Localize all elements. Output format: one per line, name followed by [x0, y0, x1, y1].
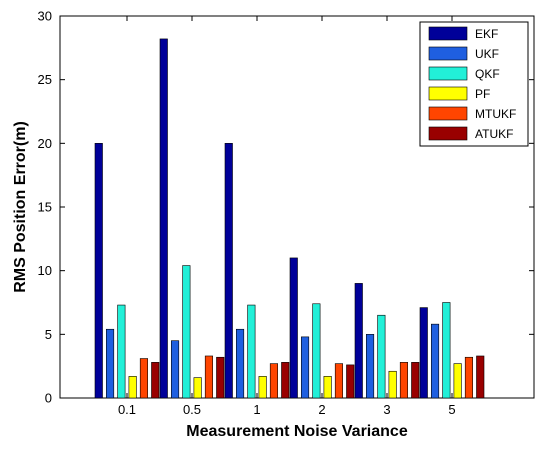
bar-mtukf-3: [399, 362, 409, 399]
bar-qkf-0.5: [182, 265, 191, 399]
y-tick-label: 15: [38, 200, 52, 215]
bar-pf-3: [388, 370, 397, 399]
bar-ukf-5: [430, 323, 440, 399]
bar-ukf-0.5: [171, 340, 180, 399]
legend-swatch-mtukf: [428, 106, 468, 121]
bar-ekf-5: [419, 307, 428, 399]
legend-label-ukf: UKF: [475, 47, 499, 61]
legend: EKF UKF QKF PF MTUKF ATUKF: [419, 21, 529, 147]
y-axis-label: RMS Position Error(m): [12, 121, 29, 293]
legend-swatch-ukf: [428, 46, 468, 61]
bar-qkf-5: [442, 302, 451, 399]
legend-label-mtukf: MTUKF: [475, 107, 516, 121]
bar-pf-5: [453, 363, 462, 399]
x-tick-label: 0.1: [118, 402, 136, 417]
legend-swatch-pf: [428, 86, 468, 101]
bar-mtukf-0.5: [204, 355, 213, 399]
bar-atukf-2: [346, 364, 355, 399]
bar-atukf-0.1: [151, 362, 160, 399]
x-tick-label: 0.5: [183, 402, 201, 417]
x-axis-label: Measurement Noise Variance: [186, 423, 408, 440]
bar-pf-0.5: [193, 377, 202, 399]
bar-mtukf-2: [334, 363, 344, 399]
bar-ekf-0.5: [159, 38, 168, 399]
legend-swatch-qkf: [428, 66, 468, 81]
y-tick-label: 25: [38, 72, 52, 87]
legend-label-ekf: EKF: [475, 27, 498, 41]
bar-ekf-1: [224, 143, 233, 399]
y-tick-label: 0: [45, 391, 52, 406]
bar-mtukf-0.1: [139, 358, 148, 399]
legend-label-qkf: QKF: [475, 67, 500, 81]
x-tick-label: 2: [318, 402, 325, 417]
bar-pf-1: [258, 376, 267, 399]
bar-ukf-1: [236, 328, 245, 399]
bar-ekf-3: [354, 283, 363, 399]
bar-ukf-3: [365, 334, 375, 399]
x-axis-ticks: 0.1 0.5 1 2 3 5: [118, 16, 456, 417]
bar-ekf-2: [289, 257, 298, 399]
bar-ukf-0.1: [106, 328, 115, 399]
legend-box: [419, 21, 529, 147]
bar-qkf-3: [377, 314, 386, 399]
bar-qkf-0.1: [117, 304, 126, 399]
y-tick-label: 20: [38, 136, 52, 151]
bars-group: [94, 38, 485, 399]
bar-mtukf-5: [464, 356, 474, 399]
legend-swatch-atukf: [428, 126, 468, 141]
bar-ekf-0.1: [94, 143, 103, 399]
y-axis-ticks: 0 5 10 15 20 25 30: [38, 9, 534, 406]
bar-mtukf-1: [269, 363, 279, 399]
bar-atukf-5: [476, 355, 485, 399]
y-tick-label: 30: [38, 9, 52, 24]
legend-label-atukf: ATUKF: [475, 127, 513, 141]
x-tick-label: 1: [253, 402, 260, 417]
legend-swatch-ekf: [428, 26, 468, 41]
y-tick-label: 10: [38, 263, 52, 278]
bar-qkf-2: [312, 303, 321, 399]
bar-atukf-1: [281, 362, 290, 399]
bar-ukf-2: [300, 336, 310, 399]
bar-qkf-1: [247, 304, 256, 399]
bar-atukf-0.5: [216, 356, 225, 399]
bar-atukf-3: [411, 362, 420, 399]
x-tick-label: 5: [448, 402, 455, 417]
y-tick-label: 5: [45, 327, 52, 342]
x-tick-label: 3: [383, 402, 390, 417]
bar-pf-0.1: [128, 376, 137, 399]
legend-label-pf: PF: [475, 87, 490, 101]
bar-pf-2: [323, 376, 332, 399]
